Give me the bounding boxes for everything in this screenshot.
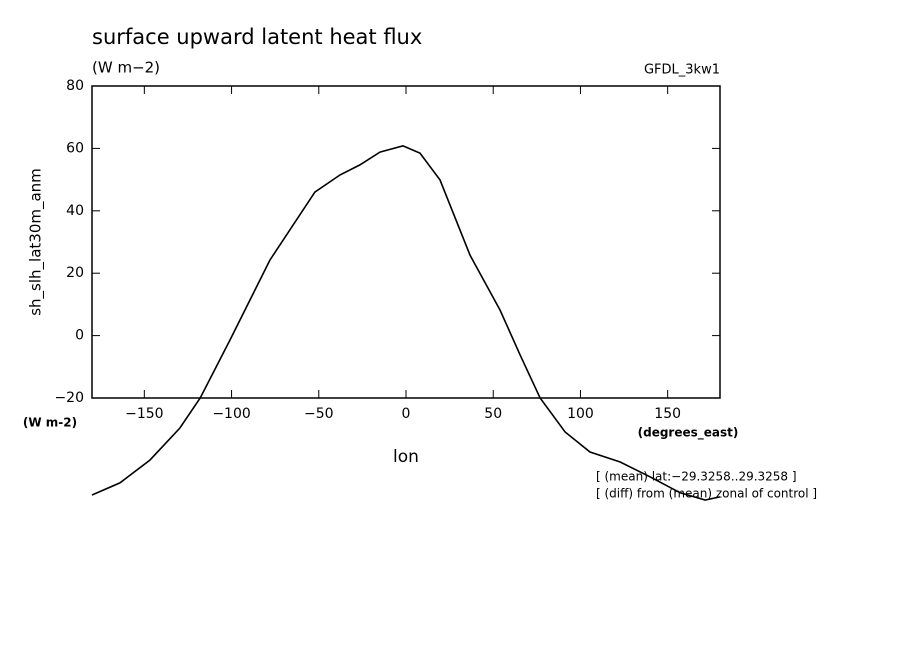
data-line (91, 145, 721, 501)
y-tick-label: 60 (66, 140, 84, 156)
x-tick-label: 0 (402, 406, 411, 422)
x-axis-label: lon (393, 447, 419, 467)
x-tick-label: −150 (125, 406, 163, 422)
note: [ (mean) lat:−29.3258..29.3258 ] (596, 470, 797, 484)
note: [ (diff) from (mean) zonal of control ] (596, 487, 817, 501)
y-tick-label: 0 (75, 328, 84, 344)
x-tick-label: 50 (484, 406, 502, 422)
y-tick-label: 80 (66, 78, 84, 94)
y-units: (W m-2) (23, 416, 77, 430)
y-tick-label: −20 (54, 390, 84, 406)
x-tick-label: 150 (654, 406, 681, 422)
x-tick-label: −50 (304, 406, 334, 422)
x-tick-label: −100 (212, 406, 250, 422)
chart-title: surface upward latent heat flux (92, 25, 422, 49)
y-tick-label: 20 (66, 265, 84, 281)
x-units: (degrees_east) (638, 426, 739, 441)
y-tick-label: 40 (66, 203, 84, 219)
y-axis-label: sh_slh_lat30m_anm (27, 168, 46, 316)
plot-frame (91, 85, 721, 399)
chart-subtitle: (W m−2) (92, 59, 160, 77)
x-tick-label: 100 (567, 406, 594, 422)
dataset-label: GFDL_3kw1 (644, 63, 720, 78)
